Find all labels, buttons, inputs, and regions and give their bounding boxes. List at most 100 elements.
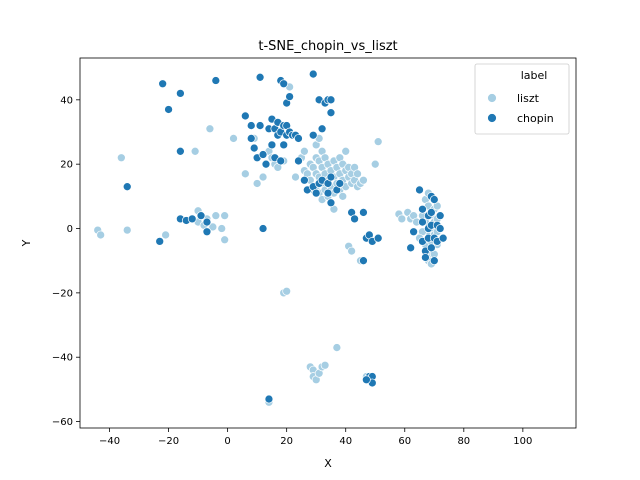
x-tick-label: 80	[457, 436, 470, 447]
point-chopin	[435, 211, 445, 221]
point-chopin	[326, 108, 336, 118]
point-liszt	[353, 169, 362, 179]
point-chopin	[418, 204, 427, 214]
point-chopin	[362, 375, 371, 385]
point-liszt	[300, 146, 309, 156]
point-chopin	[255, 72, 265, 82]
point-chopin	[435, 224, 445, 233]
plot-frame	[79, 57, 577, 429]
point-liszt	[211, 211, 221, 221]
point-chopin	[426, 243, 436, 253]
point-liszt	[190, 146, 200, 156]
y-tick-label: 0	[67, 224, 73, 235]
point-liszt	[240, 169, 250, 179]
point-chopin	[326, 198, 336, 208]
point-chopin	[409, 227, 418, 237]
point-chopin	[350, 214, 359, 224]
point-liszt	[291, 172, 300, 182]
point-chopin	[279, 140, 289, 150]
point-chopin	[176, 89, 185, 98]
x-tick-label: −40	[99, 436, 120, 447]
point-chopin	[122, 182, 132, 192]
point-chopin	[258, 150, 268, 159]
point-liszt	[220, 211, 230, 221]
point-liszt	[282, 286, 292, 296]
legend-title: label	[521, 69, 548, 82]
point-chopin	[258, 224, 268, 233]
chart-title: t-SNE_chopin_vs_liszt	[258, 39, 397, 54]
legend-label-chopin: chopin	[517, 112, 554, 125]
point-liszt	[252, 179, 262, 188]
y-axis-label: Y	[20, 239, 33, 247]
point-chopin	[255, 121, 265, 130]
point-chopin	[202, 217, 212, 227]
x-tick-label: −20	[158, 436, 179, 447]
y-tick-label: −40	[52, 353, 73, 364]
x-axis-label: X	[324, 457, 332, 470]
point-chopin	[261, 159, 271, 169]
point-liszt	[397, 214, 407, 224]
point-liszt	[220, 235, 230, 245]
point-liszt	[229, 134, 238, 143]
point-chopin	[240, 111, 250, 121]
legend-marker-chopin	[487, 113, 497, 123]
point-chopin	[155, 237, 165, 246]
point-chopin	[308, 69, 318, 79]
point-liszt	[338, 191, 348, 201]
point-liszt	[341, 146, 351, 156]
x-tick-label: 60	[398, 436, 411, 447]
y-tick-label: 40	[60, 95, 73, 106]
point-chopin	[294, 156, 303, 166]
point-chopin	[359, 208, 368, 217]
point-chopin	[285, 92, 294, 101]
point-chopin	[294, 134, 303, 143]
point-liszt	[359, 175, 368, 185]
point-chopin	[196, 211, 206, 221]
point-chopin	[246, 121, 256, 130]
point-liszt	[370, 159, 380, 169]
point-chopin	[426, 208, 436, 217]
point-liszt	[258, 172, 268, 182]
point-chopin	[335, 179, 345, 188]
legend-marker-liszt	[487, 93, 497, 103]
point-chopin	[323, 188, 333, 198]
point-chopin	[429, 195, 439, 204]
point-chopin	[264, 394, 274, 404]
point-chopin	[429, 256, 439, 266]
x-tick-label: 40	[339, 436, 352, 447]
point-chopin	[276, 156, 286, 166]
x-tick-label: 20	[280, 436, 293, 447]
point-chopin	[326, 172, 336, 182]
point-chopin	[246, 134, 256, 143]
point-chopin	[158, 79, 168, 89]
point-chopin	[359, 256, 368, 266]
point-chopin	[406, 243, 416, 253]
point-chopin	[415, 185, 424, 195]
y-tick-label: −60	[52, 417, 73, 428]
legend: label liszt chopin	[474, 63, 570, 135]
axis-ticks: −40 −20 0 20 40 60 80 100 −60 −40 −20 0 20 40	[52, 95, 533, 447]
point-liszt	[205, 124, 215, 134]
y-tick-label: 20	[60, 160, 73, 171]
point-chopin	[249, 143, 259, 153]
point-chopin	[308, 130, 318, 140]
point-chopin	[317, 124, 327, 134]
point-liszt	[208, 222, 218, 232]
point-chopin	[202, 227, 212, 237]
point-liszt	[161, 230, 170, 240]
point-liszt	[332, 343, 342, 352]
point-chopin	[176, 146, 185, 156]
point-chopin	[326, 95, 336, 105]
point-liszt	[122, 225, 132, 235]
point-liszt	[320, 360, 330, 370]
point-chopin	[187, 214, 197, 224]
x-tick-label: 0	[224, 436, 230, 447]
data-points	[93, 69, 448, 407]
y-tick-label: −20	[52, 288, 73, 299]
point-chopin	[211, 76, 221, 85]
point-liszt	[116, 153, 126, 163]
point-liszt	[347, 246, 356, 256]
point-liszt	[217, 224, 227, 233]
point-chopin	[267, 140, 277, 150]
